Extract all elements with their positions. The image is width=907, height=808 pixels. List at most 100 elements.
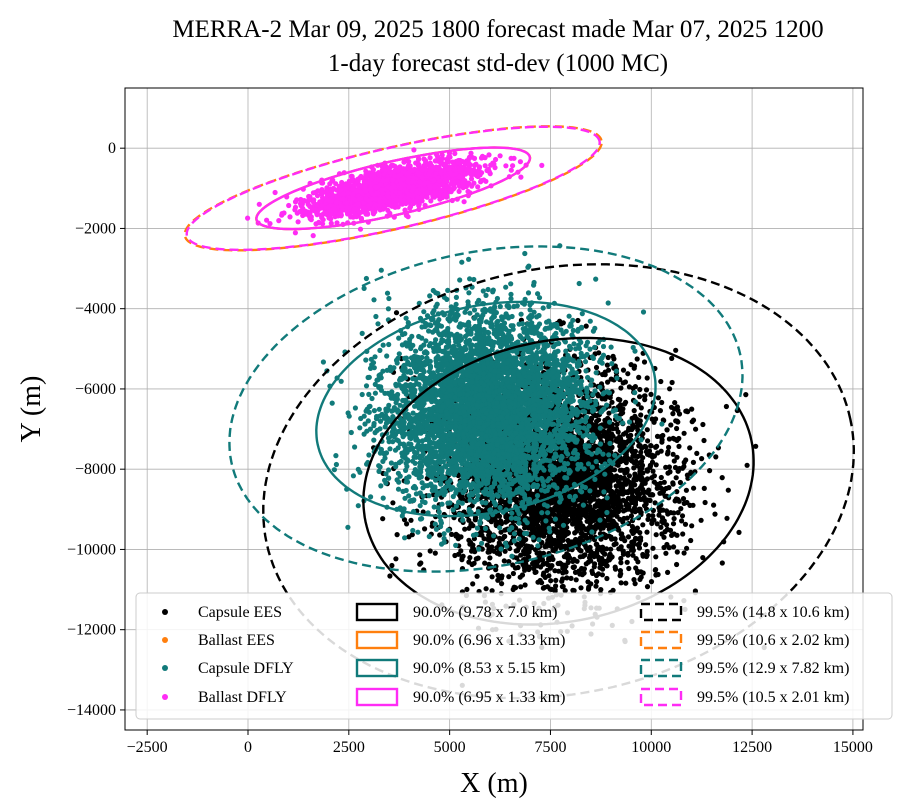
point-capsule-ees <box>699 456 705 462</box>
point-capsule-ees <box>681 500 687 506</box>
point-capsule-ees <box>609 491 615 497</box>
point-capsule-ees <box>628 457 634 463</box>
point-capsule-ees <box>578 585 584 591</box>
point-capsule-ees <box>644 584 651 590</box>
point-capsule-ees <box>630 546 636 552</box>
point-capsule-ees <box>712 511 718 517</box>
point-capsule-ees <box>670 521 677 527</box>
point-capsule-ees <box>559 578 565 584</box>
point-capsule-ees <box>581 566 588 572</box>
point-capsule-ees <box>674 425 680 432</box>
point-capsule-ees <box>613 522 619 528</box>
point-capsule-ees <box>626 384 633 390</box>
point-capsule-ees <box>437 532 443 538</box>
point-capsule-ees <box>593 523 599 529</box>
point-capsule-ees <box>560 517 566 524</box>
point-capsule-ees <box>494 550 500 556</box>
point-capsule-ees <box>589 507 595 513</box>
point-capsule-ees <box>633 477 640 483</box>
point-capsule-ees <box>644 529 650 535</box>
point-capsule-ees <box>593 583 599 589</box>
point-capsule-ees <box>553 577 559 584</box>
point-capsule-ees <box>698 517 704 523</box>
point-capsule-ees <box>637 386 643 393</box>
point-capsule-ees <box>555 560 561 567</box>
point-capsule-ees <box>638 412 644 418</box>
point-capsule-ees <box>617 397 623 403</box>
point-capsule-ees <box>643 449 650 455</box>
point-capsule-ees <box>654 521 660 527</box>
point-capsule-ees <box>632 384 639 390</box>
point-capsule-ees <box>650 545 656 551</box>
point-capsule-dfly <box>363 275 369 282</box>
point-capsule-ees <box>616 546 622 552</box>
point-capsule-ees <box>632 448 639 454</box>
point-capsule-ees <box>631 408 637 414</box>
point-capsule-ees <box>669 379 675 386</box>
point-capsule-ees <box>637 453 644 459</box>
point-capsule-ees <box>590 570 596 577</box>
point-capsule-ees <box>644 375 650 381</box>
point-capsule-ees <box>626 565 632 572</box>
point-capsule-ees <box>387 573 393 579</box>
point-capsule-ees <box>600 566 606 572</box>
point-capsule-ees <box>639 445 645 451</box>
point-capsule-dfly <box>378 267 384 273</box>
point-capsule-ees <box>667 527 674 534</box>
point-capsule-ees <box>554 506 560 512</box>
point-capsule-ees <box>645 516 651 523</box>
point-capsule-dfly <box>518 311 524 317</box>
point-capsule-ees <box>613 541 619 547</box>
point-capsule-dfly <box>632 399 639 405</box>
point-capsule-ees <box>680 496 687 502</box>
point-capsule-ees <box>621 515 627 522</box>
point-capsule-ees <box>546 557 552 563</box>
point-capsule-ees <box>620 491 626 497</box>
point-capsule-ees <box>606 477 612 484</box>
point-capsule-ees <box>418 560 424 566</box>
point-capsule-ees <box>657 508 663 514</box>
point-capsule-ees <box>408 517 414 523</box>
point-capsule-ees <box>648 579 655 585</box>
point-capsule-ees <box>674 561 680 568</box>
point-capsule-ees <box>466 525 472 531</box>
point-capsule-ees <box>612 536 618 542</box>
point-capsule-ees <box>533 569 539 575</box>
point-capsule-ees <box>617 568 624 574</box>
point-capsule-ees <box>625 552 631 558</box>
point-capsule-ees <box>571 564 578 570</box>
point-capsule-ees <box>658 524 664 530</box>
point-capsule-ees <box>393 310 400 316</box>
point-capsule-ees <box>653 532 659 538</box>
point-capsule-ees <box>633 565 639 571</box>
point-capsule-ees <box>672 400 678 406</box>
point-capsule-dfly <box>363 357 369 363</box>
point-capsule-ees <box>591 551 597 557</box>
point-capsule-ees <box>617 448 623 454</box>
point-capsule-ees <box>618 407 625 413</box>
point-capsule-ees <box>671 516 677 522</box>
point-capsule-ees <box>743 392 749 398</box>
point-capsule-ees <box>711 502 717 508</box>
point-capsule-ees <box>648 391 654 397</box>
point-capsule-ees <box>639 477 645 483</box>
point-capsule-ees <box>556 540 562 546</box>
point-capsule-ees <box>583 323 589 329</box>
point-capsule-ees <box>607 482 613 488</box>
point-capsule-ees <box>640 553 646 559</box>
point-capsule-ees <box>736 529 742 536</box>
point-capsule-ees <box>689 406 695 412</box>
point-capsule-ees <box>653 444 659 450</box>
point-capsule-ees <box>667 469 673 475</box>
point-capsule-ees <box>621 458 628 464</box>
point-capsule-ees <box>651 453 658 459</box>
point-capsule-ees <box>694 450 700 456</box>
point-capsule-ees <box>626 473 633 479</box>
point-capsule-ees <box>474 573 480 579</box>
point-capsule-ees <box>432 550 438 556</box>
point-capsule-ees <box>683 457 689 463</box>
point-capsule-ees <box>593 364 600 371</box>
point-capsule-ees <box>651 473 658 479</box>
point-capsule-ees <box>617 573 623 579</box>
